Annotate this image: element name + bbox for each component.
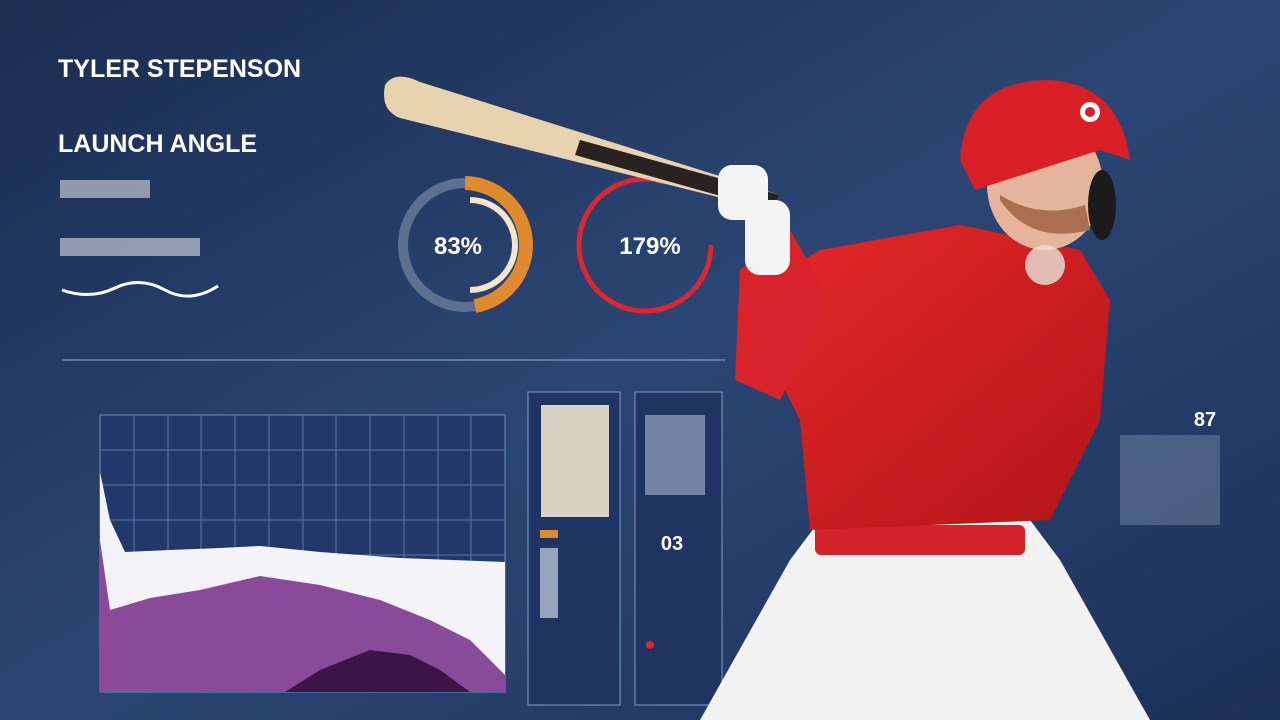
side-text — [1120, 435, 1220, 525]
side-value: 87 — [1194, 409, 1216, 431]
wave — [61, 281, 219, 298]
gauge-value: 83% — [434, 233, 482, 260]
panel-value: 03 — [661, 533, 683, 555]
info-panel: 03 — [634, 391, 723, 706]
placeholder-text — [60, 238, 200, 256]
chart-panel — [99, 414, 506, 693]
gauge: 179% — [576, 176, 714, 314]
gauge: 83% — [398, 176, 533, 313]
placeholder-text — [60, 180, 150, 198]
player — [384, 76, 1150, 720]
title: TYLER STEPENSON — [58, 55, 301, 83]
info-panel — [527, 391, 621, 706]
gauge-value: 179% — [619, 233, 680, 260]
subtitle: LAUNCH ANGLE — [58, 130, 257, 158]
